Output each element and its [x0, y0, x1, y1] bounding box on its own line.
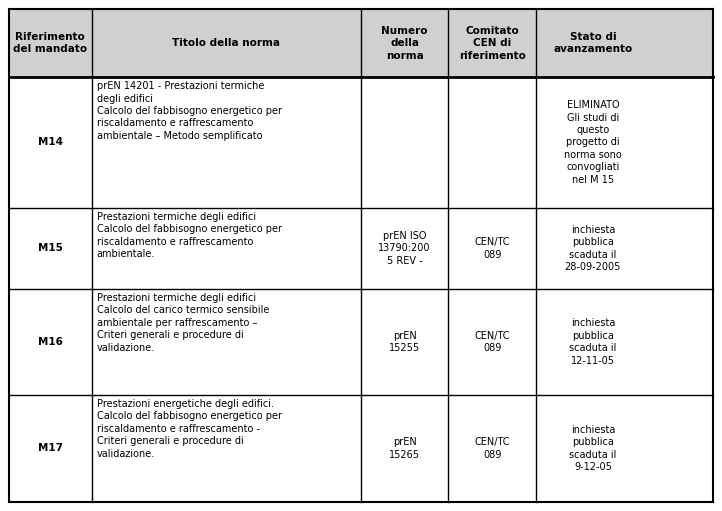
Text: M15: M15 — [38, 243, 63, 253]
Bar — [9, 9, 713, 77]
Text: Titolo della norma: Titolo della norma — [173, 38, 280, 48]
Text: M17: M17 — [38, 444, 63, 453]
Text: CEN/TC
089: CEN/TC 089 — [474, 331, 510, 353]
Text: Prestazioni energetiche degli edifici.
Calcolo del fabbisogno energetico per
ris: Prestazioni energetiche degli edifici. C… — [97, 399, 282, 458]
Text: Prestazioni termiche degli edifici
Calcolo del carico termico sensibile
ambienta: Prestazioni termiche degli edifici Calco… — [97, 293, 269, 353]
Text: inchiesta
pubblica
scaduta il
28-09-2005: inchiesta pubblica scaduta il 28-09-2005 — [565, 225, 621, 272]
Bar — [9, 289, 713, 395]
Bar — [9, 207, 713, 289]
Text: Numero
della
norma: Numero della norma — [381, 26, 428, 61]
Text: Comitato
CEN di
riferimento: Comitato CEN di riferimento — [458, 26, 526, 61]
Text: CEN/TC
089: CEN/TC 089 — [474, 437, 510, 459]
Bar — [9, 395, 713, 502]
Text: CEN/TC
089: CEN/TC 089 — [474, 237, 510, 260]
Text: prEN
15255: prEN 15255 — [389, 331, 420, 353]
Text: ELIMINATO
Gli studi di
questo
progetto di
norma sono
convogliati
nel M 15: ELIMINATO Gli studi di questo progetto d… — [564, 100, 622, 184]
Text: Riferimento
del mandato: Riferimento del mandato — [13, 32, 87, 54]
Text: M16: M16 — [38, 337, 63, 347]
Text: inchiesta
pubblica
scaduta il
12-11-05: inchiesta pubblica scaduta il 12-11-05 — [569, 318, 617, 365]
Bar — [9, 77, 713, 207]
Text: prEN
15265: prEN 15265 — [389, 437, 420, 459]
Text: M14: M14 — [38, 137, 63, 148]
Text: Prestazioni termiche degli edifici
Calcolo del fabbisogno energetico per
riscald: Prestazioni termiche degli edifici Calco… — [97, 212, 282, 259]
Text: inchiesta
pubblica
scaduta il
9-12-05: inchiesta pubblica scaduta il 9-12-05 — [569, 425, 617, 472]
Text: prEN ISO
13790:200
5 REV -: prEN ISO 13790:200 5 REV - — [378, 231, 431, 266]
Text: prEN 14201 - Prestazioni termiche
degli edifici
Calcolo del fabbisogno energetic: prEN 14201 - Prestazioni termiche degli … — [97, 81, 282, 141]
Text: Stato di
avanzamento: Stato di avanzamento — [553, 32, 632, 54]
